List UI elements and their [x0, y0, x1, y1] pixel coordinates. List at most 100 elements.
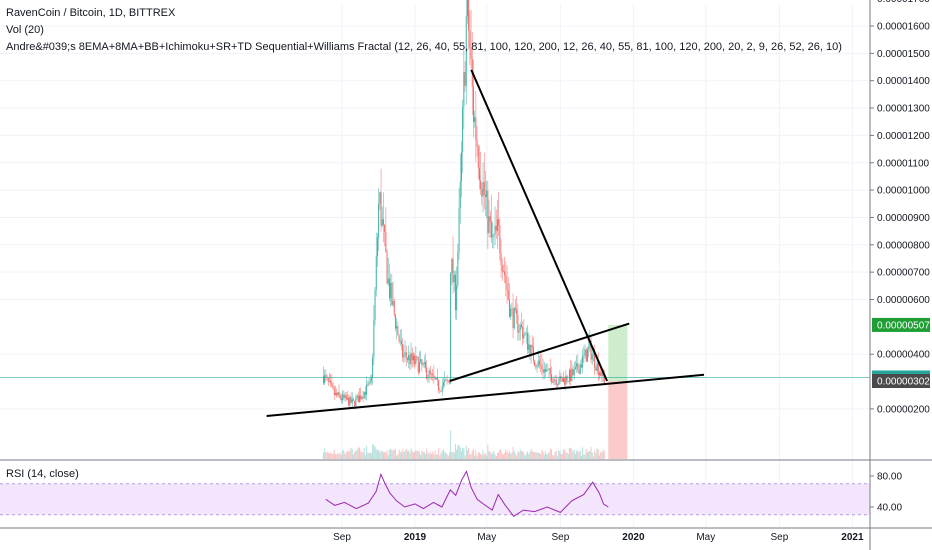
volume-bar	[440, 452, 442, 459]
volume-bar	[531, 451, 533, 459]
candle-body	[430, 373, 432, 375]
volume-bar	[428, 453, 430, 459]
candle-body	[486, 190, 488, 197]
candle-body	[373, 319, 375, 358]
volume-bar	[451, 452, 453, 459]
volume-bar	[544, 451, 546, 459]
volume-bar	[510, 453, 512, 459]
candle-body	[402, 343, 404, 358]
candle-body	[597, 362, 599, 376]
candle-body	[386, 251, 388, 284]
volume-bar	[340, 454, 342, 459]
volume-bar	[582, 447, 584, 459]
candle-body	[584, 349, 586, 356]
candle-body	[594, 353, 596, 368]
long-position-tool[interactable]	[608, 324, 628, 459]
volume-bar	[558, 450, 560, 459]
volume-bar	[391, 450, 393, 459]
volume-bar	[380, 450, 382, 459]
candle-body	[366, 384, 368, 395]
price-tick-label: 0.00001100	[877, 158, 930, 169]
volume-bar	[426, 448, 428, 459]
candle-body	[561, 378, 563, 382]
volume-bar	[579, 450, 581, 459]
time-tick-label: Sep	[771, 532, 789, 543]
candle-body	[370, 378, 372, 381]
volume-bar	[350, 447, 352, 459]
candle-body	[392, 300, 394, 305]
volume-bar	[435, 454, 437, 459]
trendline	[266, 373, 705, 418]
candle-body	[588, 347, 590, 350]
candle-body	[504, 271, 506, 276]
candle-body	[559, 376, 561, 384]
volume-bar	[590, 447, 592, 459]
candle-body	[586, 349, 588, 362]
volume-bar	[367, 452, 369, 459]
volume-bar	[522, 450, 524, 459]
volume-bar	[376, 450, 378, 459]
candle-body	[351, 399, 353, 403]
candle-body	[517, 314, 519, 333]
volume-bar	[516, 455, 518, 459]
candle-body	[530, 344, 532, 357]
volume-bar	[466, 450, 468, 459]
volume-bar	[586, 452, 588, 459]
candle-body	[546, 369, 548, 372]
trendlines[interactable]	[266, 69, 705, 418]
rsi-tick-label: 80.00	[877, 472, 902, 483]
candle-body	[512, 308, 514, 329]
candle-body	[572, 368, 574, 376]
volume-bar	[399, 451, 401, 459]
candle-body	[482, 182, 484, 197]
candle-body	[502, 271, 504, 272]
candle-body	[385, 232, 387, 252]
volume-bar	[446, 453, 448, 459]
volume-bar	[379, 451, 381, 459]
volume-bar	[358, 447, 360, 459]
candle-body	[361, 396, 363, 400]
volume-bar	[330, 452, 332, 459]
volume-bar	[394, 449, 396, 459]
volume-bar	[415, 449, 417, 459]
volume-bar	[432, 451, 434, 459]
trendline	[449, 322, 630, 382]
volume-bar	[456, 449, 458, 459]
candle-body	[552, 382, 554, 383]
volume-bar	[477, 452, 479, 459]
price-badge	[872, 317, 930, 332]
candle-body	[466, 0, 468, 17]
volume-bar	[465, 445, 467, 459]
volume-bar	[337, 453, 339, 459]
candle-body	[440, 390, 442, 392]
volume-bar	[505, 449, 507, 459]
candle-body	[418, 362, 420, 373]
price-tick-label: 0.00001300	[877, 104, 930, 115]
volume-bar	[576, 450, 578, 459]
candle-body	[462, 106, 464, 153]
volume-bar	[498, 452, 500, 459]
candle-body	[481, 188, 483, 197]
price-tick-label: 0.00001200	[877, 131, 930, 142]
candle-body	[542, 369, 544, 373]
volume-bar	[519, 449, 521, 459]
volume-bar	[423, 451, 425, 459]
volume-bar	[408, 450, 410, 459]
volume-bar	[375, 449, 377, 459]
candle-body	[541, 365, 543, 370]
candle-body	[390, 282, 392, 299]
candle-body	[591, 354, 593, 360]
time-tick-label: Sep	[333, 532, 351, 543]
volume-bar	[512, 447, 514, 459]
candle-body	[498, 219, 500, 226]
candle-body	[391, 282, 393, 305]
candle-body	[338, 392, 340, 396]
trendline	[470, 69, 608, 382]
volume-bar	[460, 451, 462, 459]
candle-body	[357, 395, 359, 403]
volume-bar	[325, 452, 327, 459]
candle-body	[601, 368, 603, 376]
volume-bar	[386, 450, 388, 459]
rsi-line	[325, 470, 609, 517]
price-badge-label: 0.00000507	[877, 320, 930, 331]
